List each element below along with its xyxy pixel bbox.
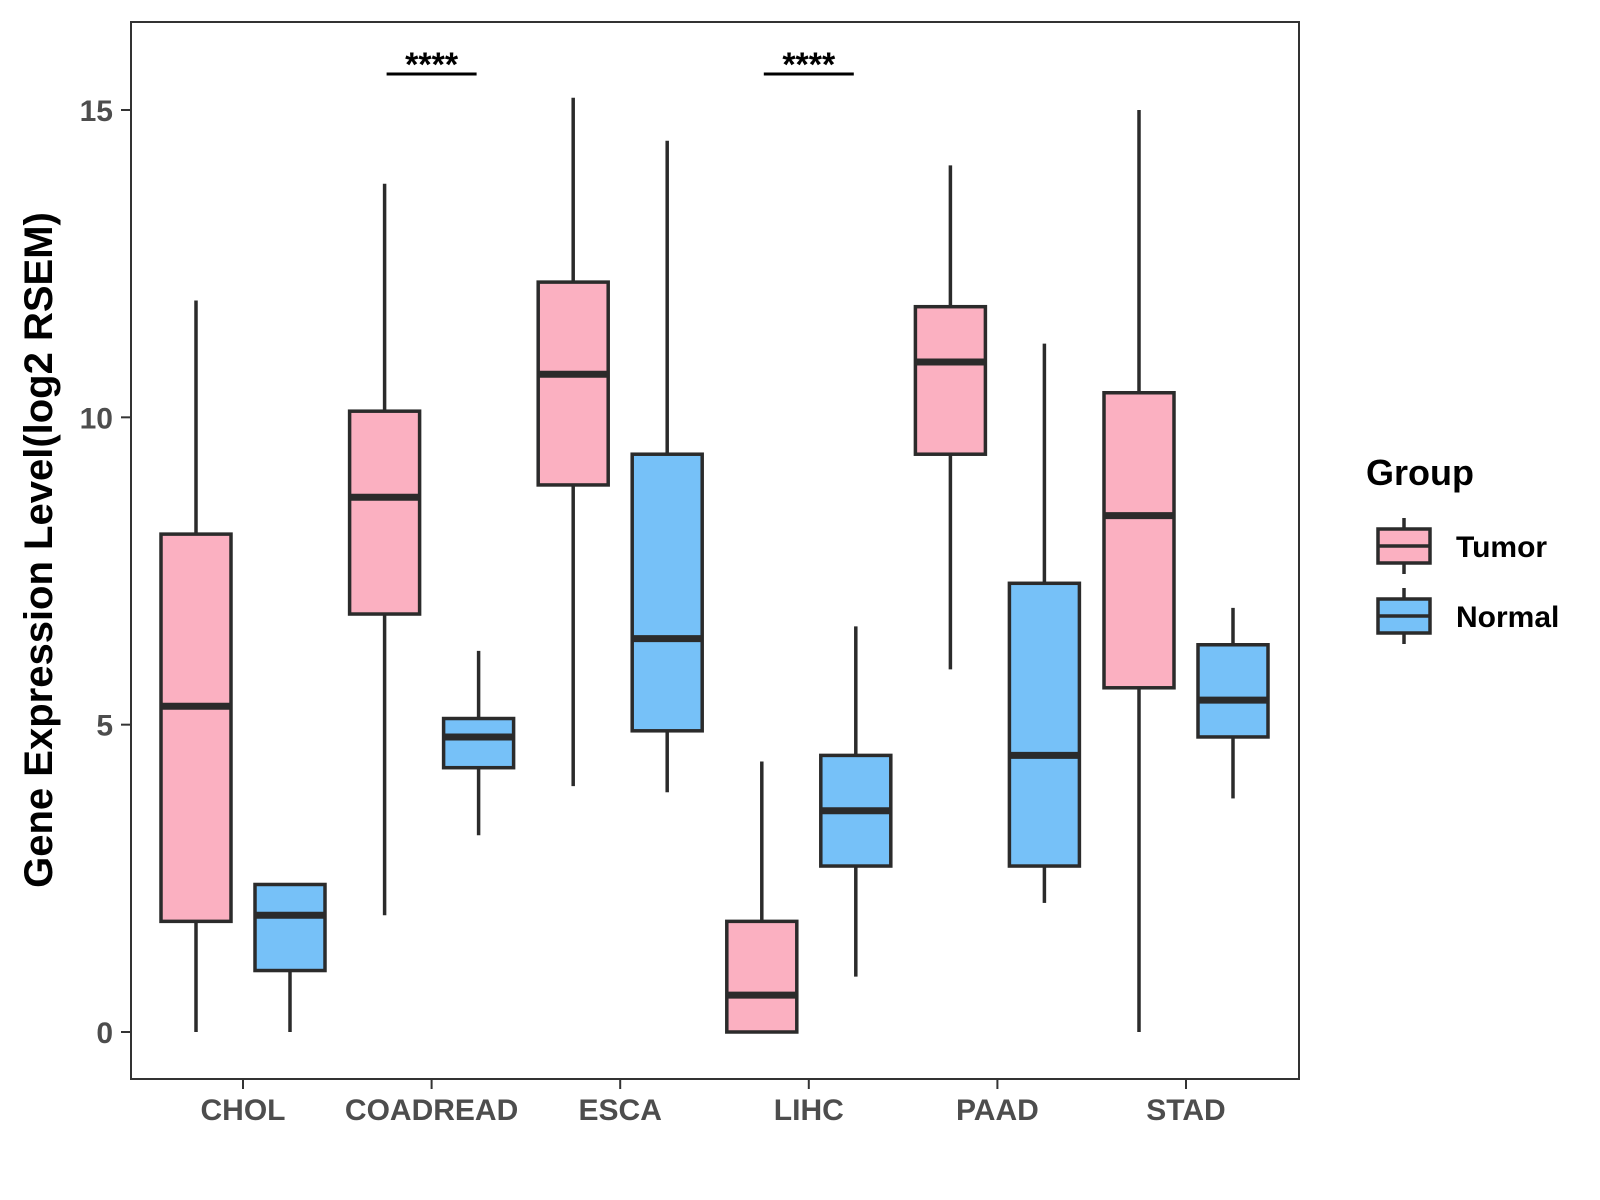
box-tumor-esca [536, 97, 610, 787]
box-tumor-chol [159, 300, 233, 1032]
y-axis-title: Gene Expression Level(log2 RSEM) [17, 212, 61, 888]
x-tick-label: CHOL [201, 1094, 286, 1127]
y-axis: 0 5 10 15 [80, 95, 131, 1050]
box-normal-stad [1196, 607, 1270, 799]
box-tumor-stad [1102, 110, 1176, 1032]
x-tick-label: PAAD [956, 1094, 1039, 1127]
box-tumor-lihc [725, 761, 799, 1034]
x-tick-label: COADREAD [345, 1094, 518, 1127]
box-body [253, 882, 327, 973]
y-tick-label: 15 [80, 95, 113, 128]
significance-label: **** [782, 46, 836, 84]
significance-label: **** [405, 46, 459, 84]
box-normal-chol [253, 882, 327, 1032]
box-tumor-coadread [347, 183, 422, 916]
box-body [630, 452, 704, 733]
box-series [159, 97, 1270, 1034]
legend-entry-normal: Normal [1376, 588, 1559, 644]
legend-title: Group [1366, 452, 1474, 493]
box-normal-paad [1007, 343, 1082, 903]
legend-label: Normal [1456, 601, 1559, 634]
box-body [347, 409, 422, 616]
x-axis: CHOL COADREAD ESCA LIHC PAAD STAD [201, 1079, 1226, 1127]
box-normal-lihc [819, 626, 893, 977]
legend-entry-tumor: Tumor [1376, 518, 1547, 574]
significance-annotations: **** **** [386, 46, 854, 84]
box-body [536, 280, 610, 487]
x-tick-label: STAD [1146, 1094, 1225, 1127]
box-body [159, 532, 233, 924]
y-tick-label: 5 [96, 710, 113, 743]
box-body [913, 304, 988, 456]
box-normal-coadread [441, 650, 516, 836]
box-body [1196, 643, 1270, 739]
box-body [1007, 581, 1082, 868]
y-tick-label: 10 [80, 402, 113, 435]
x-tick-label: ESCA [579, 1094, 662, 1127]
legend: Group Tumor Normal [1366, 452, 1559, 644]
y-tick-label: 0 [96, 1017, 113, 1050]
box-body [1102, 390, 1176, 690]
box-body [725, 919, 799, 1034]
legend-label: Tumor [1456, 531, 1547, 564]
box-normal-esca [630, 140, 704, 793]
box-body [441, 716, 516, 770]
x-tick-label: LIHC [774, 1094, 844, 1127]
box-tumor-paad [913, 165, 988, 670]
